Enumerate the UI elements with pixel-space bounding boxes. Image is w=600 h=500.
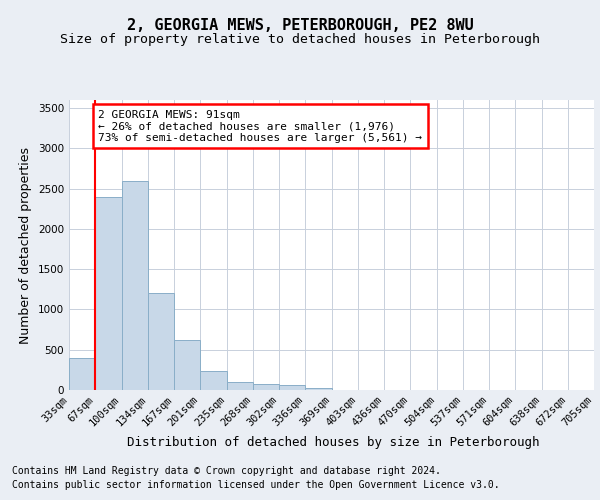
Text: 2 GEORGIA MEWS: 91sqm
← 26% of detached houses are smaller (1,976)
73% of semi-d: 2 GEORGIA MEWS: 91sqm ← 26% of detached … <box>98 110 422 143</box>
Bar <box>279 385 305 390</box>
Bar <box>69 358 95 390</box>
Bar <box>95 196 121 390</box>
Bar <box>253 384 279 390</box>
Bar <box>174 340 200 390</box>
Text: 2, GEORGIA MEWS, PETERBOROUGH, PE2 8WU: 2, GEORGIA MEWS, PETERBOROUGH, PE2 8WU <box>127 18 473 32</box>
Bar <box>305 388 331 390</box>
Text: Distribution of detached houses by size in Peterborough: Distribution of detached houses by size … <box>127 436 539 449</box>
Bar <box>148 294 174 390</box>
Bar <box>200 370 227 390</box>
Bar <box>121 180 148 390</box>
Text: Contains HM Land Registry data © Crown copyright and database right 2024.: Contains HM Land Registry data © Crown c… <box>12 466 441 476</box>
Text: Contains public sector information licensed under the Open Government Licence v3: Contains public sector information licen… <box>12 480 500 490</box>
Y-axis label: Number of detached properties: Number of detached properties <box>19 146 32 344</box>
Text: Size of property relative to detached houses in Peterborough: Size of property relative to detached ho… <box>60 32 540 46</box>
Bar <box>227 382 253 390</box>
